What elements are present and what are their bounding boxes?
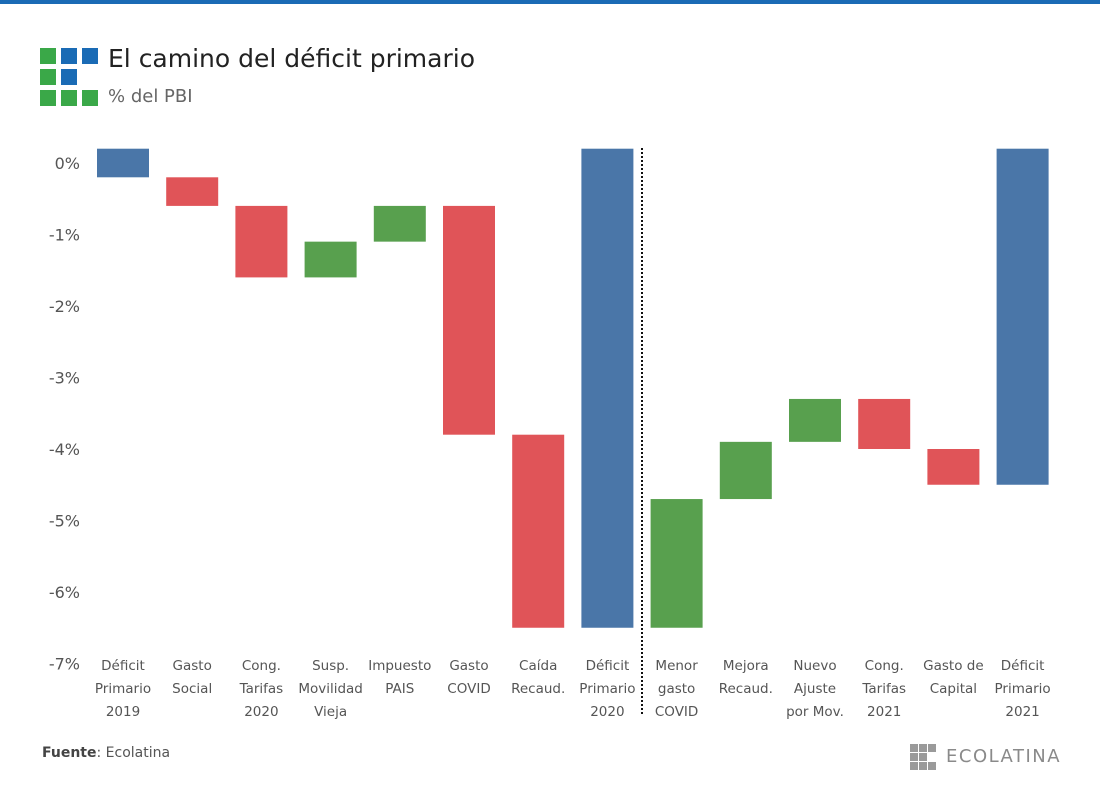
- x-tick-label: Gasto de: [923, 658, 984, 674]
- x-tick-label: Cong.: [865, 658, 904, 674]
- brand-logo-square: [928, 762, 936, 770]
- brand-logo-square: [919, 744, 927, 752]
- y-tick-label: -1%: [49, 226, 80, 245]
- y-tick-label: -3%: [49, 369, 80, 388]
- source-text: : Ecolatina: [96, 745, 171, 761]
- logo-square: [40, 90, 56, 106]
- logo-square: [82, 90, 98, 106]
- bar-increase: [166, 177, 219, 206]
- source-note: Fuente: Ecolatina: [42, 745, 170, 761]
- chart-subtitle: % del PBI: [108, 86, 193, 107]
- y-tick-label: -6%: [49, 583, 80, 602]
- logo-square: [82, 48, 98, 64]
- x-tick-label: Tarifas: [861, 681, 906, 697]
- logo-square: [40, 48, 56, 64]
- x-tick-label: Primario: [994, 681, 1050, 697]
- brand-name: ECOLATINA: [946, 746, 1062, 767]
- x-tick-label: Menor: [655, 658, 698, 674]
- x-tick-label: COVID: [447, 681, 490, 697]
- waterfall-chart: 0% -1% -2% -3% -4% -5% -6% -7% Déficit Primario 20…: [49, 148, 1051, 720]
- y-tick-label: 0%: [55, 154, 80, 173]
- bar-decrease: [304, 241, 357, 278]
- bar-increase: [927, 449, 980, 485]
- brand-logo-square: [910, 744, 918, 752]
- bar-increase: [443, 205, 495, 435]
- x-tick-label: Capital: [930, 681, 977, 697]
- x-tick-label: COVID: [655, 704, 698, 720]
- y-tick-label: -2%: [49, 297, 80, 316]
- x-tick-label: Susp.: [312, 658, 349, 674]
- x-tick-label: Social: [172, 681, 212, 697]
- brand-logo-square: [910, 753, 918, 761]
- x-tick-label: PAIS: [385, 681, 414, 697]
- x-tick-label: Impuesto: [368, 658, 431, 674]
- bar-decrease: [373, 205, 426, 242]
- x-tick-label: 2021: [1005, 704, 1039, 720]
- x-tick-label: por Mov.: [786, 704, 844, 720]
- x-tick-label: Ajuste: [794, 681, 836, 697]
- brand-logo-square: [919, 753, 927, 761]
- x-tick-label: 2020: [590, 704, 624, 720]
- x-tick-label: Vieja: [314, 704, 347, 720]
- bar-total: [996, 148, 1049, 485]
- brand-grid-icon: [40, 48, 100, 108]
- bar-increase: [858, 398, 911, 449]
- y-tick-label: -7%: [49, 655, 80, 674]
- bar-increase: [235, 205, 288, 278]
- logo-square: [61, 69, 77, 85]
- bar-decrease: [789, 398, 841, 442]
- brand-logo: ECOLATINA: [910, 742, 1080, 772]
- x-tick-label: Nuevo: [793, 658, 836, 674]
- bar-decrease: [719, 441, 772, 500]
- bar-increase: [512, 434, 565, 628]
- brand-logo-square: [910, 762, 918, 770]
- logo-square: [61, 48, 77, 64]
- x-tick-label: Tarifas: [239, 681, 284, 697]
- logo-square: [61, 90, 77, 106]
- x-tick-label: Gasto: [173, 658, 212, 674]
- bar-decrease: [650, 499, 703, 628]
- x-tick-label: gasto: [658, 681, 695, 697]
- x-tick-label: 2020: [244, 704, 278, 720]
- x-tick-label: Déficit: [101, 658, 145, 674]
- bar-total: [97, 148, 149, 178]
- y-tick-label: -4%: [49, 440, 80, 459]
- x-tick-label: 2019: [106, 704, 140, 720]
- source-label: Fuente: [42, 745, 97, 761]
- x-tick-label: Cong.: [242, 658, 281, 674]
- x-tick-label: Primario: [579, 681, 635, 697]
- x-tick-label: Recaud.: [511, 681, 565, 697]
- x-tick-label: Caída: [519, 658, 557, 674]
- bar-total: [581, 148, 634, 628]
- x-tick-label: Déficit: [586, 658, 630, 674]
- x-tick-label: Primario: [95, 681, 151, 697]
- x-tick-label: Recaud.: [719, 681, 773, 697]
- x-tick-label: Mejora: [723, 658, 769, 674]
- logo-square: [40, 69, 56, 85]
- top-accent-bar: [0, 0, 1100, 4]
- brand-logo-square: [919, 762, 927, 770]
- chart-title: El camino del déficit primario: [108, 44, 476, 73]
- brand-mark-icon: [910, 744, 938, 772]
- y-tick-label: -5%: [49, 512, 80, 531]
- x-tick-label: Déficit: [1001, 658, 1045, 674]
- brand-logo-square: [928, 744, 936, 752]
- x-tick-label: Movilidad: [298, 681, 363, 697]
- x-tick-label: Gasto: [449, 658, 488, 674]
- x-tick-label: 2021: [867, 704, 901, 720]
